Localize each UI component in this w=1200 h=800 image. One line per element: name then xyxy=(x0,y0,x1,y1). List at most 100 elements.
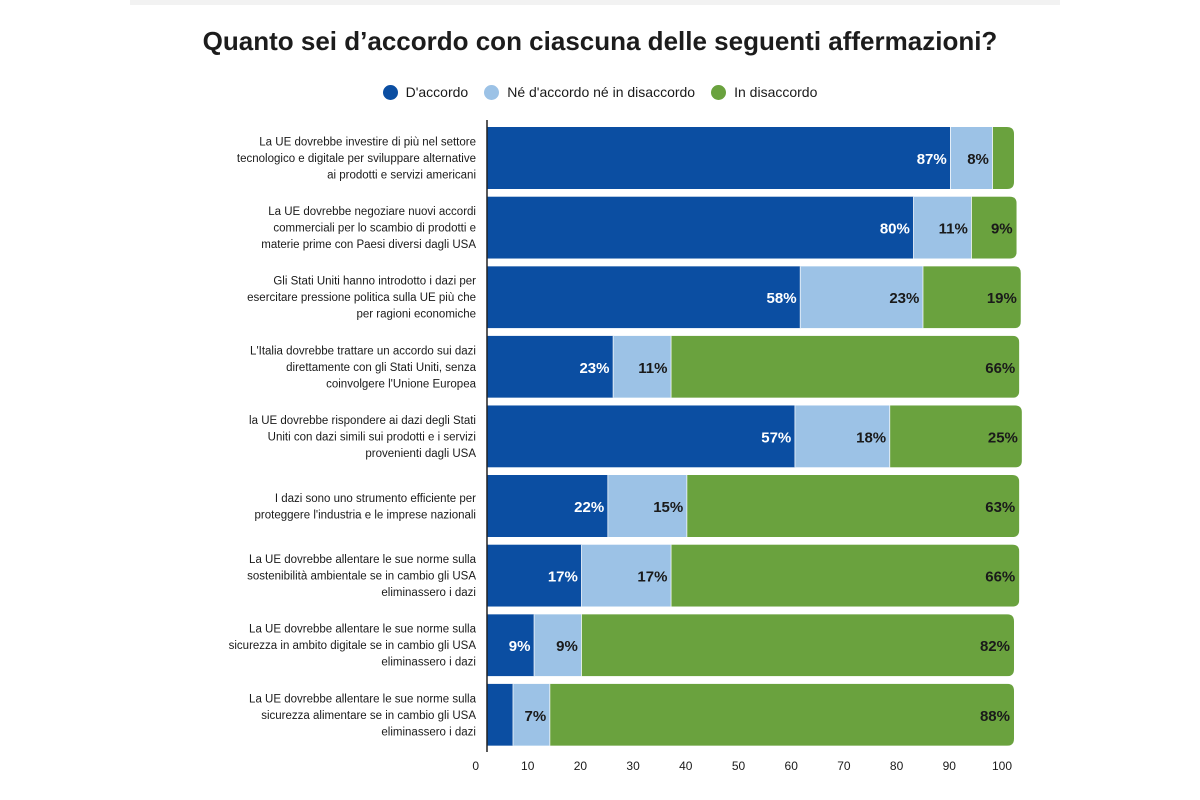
category-label: proteggere l'industria e le imprese nazi… xyxy=(255,509,476,521)
legend-label-neutro: Né d'accordo né in disaccordo xyxy=(507,84,696,100)
category-label: sostenibilità ambientale se in cambio gl… xyxy=(247,571,476,583)
data-label: 82% xyxy=(980,638,1010,655)
legend-item-daccordo: D'accordo xyxy=(382,84,469,100)
category-label: tecnologico e digitale per sviluppare al… xyxy=(237,153,476,165)
x-tick-label: 20 xyxy=(574,759,588,773)
chart-title: Quanto sei d’accordo con ciascuna delle … xyxy=(202,26,998,56)
category-label: per ragioni economiche xyxy=(356,309,476,321)
category-label: La UE dovrebbe allentare le sue norme su… xyxy=(249,624,477,636)
x-tick-label: 60 xyxy=(785,759,799,773)
bar-segment-7-daccordo xyxy=(487,544,582,607)
data-label: 66% xyxy=(985,360,1015,377)
bar-segment-8-neutro xyxy=(534,614,582,677)
category-label: provenienti dagli USA xyxy=(365,448,476,460)
x-tick-label: 70 xyxy=(837,759,851,773)
bar-row-3 xyxy=(487,266,1021,329)
bar-segment-7-neutro xyxy=(581,544,672,607)
data-label: 80% xyxy=(880,221,910,238)
bar-segment-2-disaccordo xyxy=(971,196,1017,259)
data-label: 7% xyxy=(525,708,547,725)
category-label: sicurezza alimentare se in cambio gli US… xyxy=(261,710,476,722)
data-label: 18% xyxy=(856,429,886,446)
bar-row-2 xyxy=(487,196,1017,259)
bar-segment-5-disaccordo xyxy=(890,405,1022,468)
bar-segment-6-neutro xyxy=(608,475,688,537)
category-label: ai prodotti e servizi americani xyxy=(327,170,476,182)
bar-segment-1-neutro xyxy=(950,127,993,189)
data-label: 9% xyxy=(509,638,531,655)
category-label: Gli Stati Uniti hanno introdotto i dazi … xyxy=(273,276,476,288)
x-tick-label: 50 xyxy=(732,759,746,773)
category-label: La UE dovrebbe negoziare nuovi accordi xyxy=(268,206,476,218)
legend-swatch-daccordo xyxy=(382,84,398,100)
category-label: I dazi sono uno strumento efficiente per xyxy=(275,493,476,505)
bar-segment-4-daccordo xyxy=(487,335,614,398)
x-tick-label: 40 xyxy=(679,759,693,773)
bar-segment-8-daccordo xyxy=(487,614,535,677)
category-label: L'Italia dovrebbe trattare un accordo su… xyxy=(250,345,476,357)
category-label: La UE dovrebbe investire di più nel sett… xyxy=(259,137,476,149)
bar-segment-5-daccordo xyxy=(487,405,796,468)
legend-item-neutro: Né d'accordo né in disaccordo xyxy=(484,84,695,100)
category-label: direttamente con gli Stati Uniti, senza xyxy=(286,362,476,374)
legend-item-disaccordo: In disaccordo xyxy=(711,84,817,100)
bar-segment-3-daccordo xyxy=(487,266,801,329)
bar-segment-2-daccordo xyxy=(487,196,914,259)
bar-row-1 xyxy=(487,127,1014,189)
data-label: 22% xyxy=(574,499,604,516)
data-label: 9% xyxy=(991,221,1013,238)
bar-segment-1-disaccordo xyxy=(992,127,1014,189)
data-label: 19% xyxy=(987,290,1017,307)
data-label: 88% xyxy=(980,708,1010,725)
data-label: 9% xyxy=(556,638,578,655)
data-label: 11% xyxy=(939,221,968,238)
legend-swatch-disaccordo xyxy=(711,84,727,100)
bar-segment-9-daccordo xyxy=(487,683,514,746)
data-label: 23% xyxy=(579,360,609,377)
bar-row-8 xyxy=(487,614,1014,677)
legend-label-disaccordo: In disaccordo xyxy=(734,84,818,100)
x-tick-label: 30 xyxy=(626,759,640,773)
bar-row-6 xyxy=(487,475,1020,537)
data-label: 66% xyxy=(985,569,1015,586)
bar-row-7 xyxy=(487,544,1020,607)
legend-swatch-neutro xyxy=(484,84,500,100)
category-label: eliminassero i dazi xyxy=(381,657,476,669)
x-tick-label: 0 xyxy=(472,759,479,773)
data-label: 57% xyxy=(761,429,791,446)
category-label: Uniti con dazi simili sui prodotti e i s… xyxy=(268,431,476,443)
bar-segment-6-daccordo xyxy=(487,475,609,537)
data-label: 17% xyxy=(548,569,578,586)
category-label: commerciali per lo scambio di prodotti e xyxy=(273,223,476,235)
bar-segment-2-neutro xyxy=(913,196,972,259)
data-label: 63% xyxy=(985,499,1015,516)
x-tick-label: 90 xyxy=(943,759,957,773)
bar-segment-9-neutro xyxy=(513,683,551,746)
data-label: 87% xyxy=(917,151,947,168)
legend-label-daccordo: D'accordo xyxy=(405,84,469,100)
bar-row-9 xyxy=(487,683,1014,746)
bar-segment-9-disaccordo xyxy=(550,683,1014,746)
category-label: eliminassero i dazi xyxy=(381,726,476,738)
category-label: La UE dovrebbe allentare le sue norme su… xyxy=(249,693,477,705)
data-label: 58% xyxy=(767,290,797,307)
x-tick-label: 100 xyxy=(992,759,1012,773)
category-label: eliminassero i dazi xyxy=(381,587,476,599)
category-label: esercitare pressione politica sulla UE p… xyxy=(247,292,476,304)
category-label: sicurezza in ambito digitale se in cambi… xyxy=(229,640,477,652)
bar-segment-3-neutro xyxy=(800,266,924,329)
bar-segment-6-disaccordo xyxy=(687,475,1020,537)
bar-segment-5-neutro xyxy=(795,405,891,468)
bar-row-5 xyxy=(487,405,1022,468)
category-label: coinvolgere l'Unione Europea xyxy=(326,378,476,390)
x-tick-label: 80 xyxy=(890,759,904,773)
bar-segment-4-neutro xyxy=(613,335,672,398)
data-label: 8% xyxy=(967,151,989,168)
chart-legend: D'accordo Né d'accordo né in disaccordo … xyxy=(0,84,1200,100)
bar-segment-1-daccordo xyxy=(487,127,951,189)
data-label: 17% xyxy=(637,569,667,586)
data-label: 11% xyxy=(638,360,667,377)
category-label: la UE dovrebbe rispondere ai dazi degli … xyxy=(249,415,476,427)
top-divider xyxy=(130,0,1060,5)
